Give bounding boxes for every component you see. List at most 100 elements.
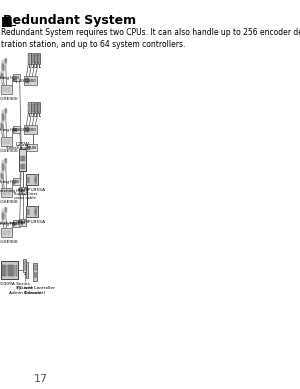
Bar bbox=[2, 174, 3, 178]
Bar bbox=[38, 55, 40, 63]
FancyBboxPatch shape bbox=[28, 102, 31, 113]
Wedge shape bbox=[5, 159, 7, 165]
Bar bbox=[3, 64, 4, 70]
Bar bbox=[13, 221, 14, 226]
Text: Switching HUB: Switching HUB bbox=[0, 128, 19, 131]
Text: WJ-HD309A Series: WJ-HD309A Series bbox=[0, 282, 30, 286]
FancyBboxPatch shape bbox=[38, 53, 40, 64]
Circle shape bbox=[5, 159, 6, 163]
FancyBboxPatch shape bbox=[26, 206, 38, 217]
Circle shape bbox=[34, 273, 35, 277]
Circle shape bbox=[5, 208, 6, 212]
Circle shape bbox=[2, 114, 4, 120]
Circle shape bbox=[36, 273, 37, 277]
Bar bbox=[11, 265, 12, 276]
FancyBboxPatch shape bbox=[28, 53, 31, 64]
Text: Switching HUB: Switching HUB bbox=[7, 145, 37, 149]
Bar bbox=[13, 179, 14, 184]
Circle shape bbox=[35, 210, 36, 214]
Bar bbox=[28, 55, 31, 63]
Bar bbox=[13, 128, 14, 131]
Circle shape bbox=[2, 164, 4, 170]
FancyBboxPatch shape bbox=[19, 149, 26, 171]
FancyBboxPatch shape bbox=[13, 220, 20, 227]
Bar bbox=[15, 75, 16, 79]
FancyBboxPatch shape bbox=[13, 74, 20, 81]
Text: Redundant System: Redundant System bbox=[3, 14, 136, 27]
Bar bbox=[3, 164, 4, 170]
Circle shape bbox=[1, 124, 2, 128]
Text: System Controller
(Ethernet): System Controller (Ethernet) bbox=[16, 286, 55, 294]
Bar bbox=[23, 156, 24, 161]
Bar bbox=[21, 189, 22, 193]
Circle shape bbox=[35, 273, 36, 277]
FancyBboxPatch shape bbox=[24, 76, 37, 85]
Text: WJ-GXE900: WJ-GXE900 bbox=[0, 149, 19, 153]
Text: Super Cross
cross cable: Super Cross cross cable bbox=[14, 192, 37, 200]
Text: Redundant System requires two CPUs. It can also handle up to 256 encoder devices: Redundant System requires two CPUs. It c… bbox=[1, 28, 300, 49]
Text: Switching HUB: Switching HUB bbox=[0, 221, 19, 226]
Bar bbox=[27, 126, 28, 132]
Text: WJ-GXD900: WJ-GXD900 bbox=[13, 79, 37, 82]
Text: PC with
Admin Console: PC with Admin Console bbox=[9, 286, 41, 294]
Wedge shape bbox=[5, 208, 7, 214]
Circle shape bbox=[1, 74, 2, 78]
Text: WJ-MPU955A: WJ-MPU955A bbox=[18, 188, 46, 192]
FancyBboxPatch shape bbox=[19, 187, 26, 194]
Bar bbox=[32, 55, 34, 63]
Wedge shape bbox=[5, 109, 7, 115]
Bar bbox=[23, 163, 24, 169]
Bar bbox=[21, 221, 22, 224]
FancyBboxPatch shape bbox=[13, 178, 20, 185]
Circle shape bbox=[2, 213, 4, 219]
Bar bbox=[27, 77, 28, 83]
Circle shape bbox=[1, 71, 2, 81]
Bar bbox=[22, 221, 23, 224]
Circle shape bbox=[2, 64, 4, 70]
Bar bbox=[2, 74, 3, 78]
Bar bbox=[35, 104, 37, 112]
FancyBboxPatch shape bbox=[38, 102, 40, 113]
Circle shape bbox=[2, 110, 4, 124]
Bar bbox=[20, 163, 21, 169]
Bar bbox=[21, 163, 22, 169]
Bar bbox=[9, 265, 10, 276]
Wedge shape bbox=[5, 59, 7, 65]
Text: Switching HUB: Switching HUB bbox=[0, 75, 19, 79]
FancyBboxPatch shape bbox=[24, 125, 37, 134]
Bar bbox=[28, 145, 29, 149]
Bar bbox=[12, 265, 13, 276]
Text: Switching HUB: Switching HUB bbox=[0, 221, 25, 224]
FancyBboxPatch shape bbox=[13, 126, 20, 133]
Text: WJ-MPU955A: WJ-MPU955A bbox=[18, 220, 46, 224]
FancyBboxPatch shape bbox=[1, 137, 12, 146]
Bar bbox=[15, 128, 16, 131]
Circle shape bbox=[2, 60, 4, 74]
FancyBboxPatch shape bbox=[1, 261, 18, 279]
Bar bbox=[7, 265, 8, 276]
Bar bbox=[21, 156, 22, 161]
Bar bbox=[22, 189, 23, 193]
Text: L2SW: L2SW bbox=[16, 142, 29, 147]
Text: Switching HUB: Switching HUB bbox=[0, 189, 25, 193]
Bar bbox=[13, 75, 14, 79]
Bar bbox=[2, 265, 3, 276]
Bar bbox=[3, 265, 4, 276]
FancyBboxPatch shape bbox=[1, 228, 12, 237]
Text: WJ-GXE900: WJ-GXE900 bbox=[0, 200, 19, 204]
Bar bbox=[28, 104, 31, 112]
Bar bbox=[20, 156, 21, 161]
Text: ■: ■ bbox=[1, 14, 13, 27]
Circle shape bbox=[2, 160, 4, 174]
Circle shape bbox=[1, 174, 2, 178]
Bar bbox=[27, 177, 28, 183]
Circle shape bbox=[5, 59, 6, 63]
Bar bbox=[14, 179, 15, 184]
Bar bbox=[28, 209, 29, 215]
Bar bbox=[34, 265, 37, 270]
Bar bbox=[26, 77, 27, 83]
Bar bbox=[27, 145, 28, 149]
Bar bbox=[15, 221, 16, 226]
Bar bbox=[35, 55, 37, 63]
Bar bbox=[22, 156, 23, 161]
